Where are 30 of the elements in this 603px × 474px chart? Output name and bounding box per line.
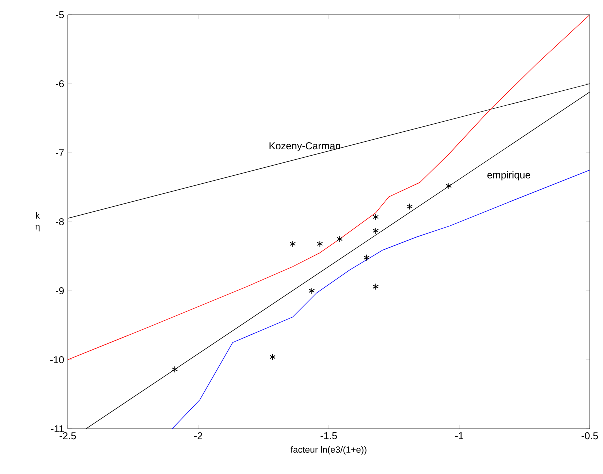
line-series	[68, 14, 590, 360]
x-tick-label: -1	[456, 432, 464, 440]
y-tick-label: -8	[56, 218, 64, 226]
x-tick-label: -1.5	[320, 432, 338, 440]
point	[372, 228, 379, 234]
point	[446, 182, 452, 190]
point	[309, 288, 316, 294]
point	[372, 283, 379, 290]
y-tick-label: -10	[50, 356, 64, 364]
point	[336, 236, 343, 243]
point	[290, 240, 296, 248]
annotation: empirique	[488, 171, 531, 181]
y-tick-label: -9	[56, 287, 64, 295]
point	[406, 203, 413, 210]
point	[172, 366, 178, 374]
x-tick-label: -2.5	[60, 432, 76, 440]
x-tick-label: -2	[194, 432, 202, 440]
y-tick-label: -11	[51, 426, 64, 432]
y-tick-label: -7	[56, 150, 64, 156]
point	[270, 354, 276, 361]
x-tick-label: -0.5	[582, 432, 598, 440]
y-tick-label: -6	[56, 80, 64, 88]
annotation: Kozeny-Carman	[270, 142, 340, 152]
y-tick-label: -5	[56, 12, 64, 18]
point	[364, 254, 370, 262]
x-axis-title: facteur ln(e3/(1+e))	[290, 446, 367, 455]
line-series	[172, 170, 590, 429]
point	[317, 240, 324, 248]
point	[372, 214, 379, 221]
y-axis-title: k η	[36, 212, 40, 232]
